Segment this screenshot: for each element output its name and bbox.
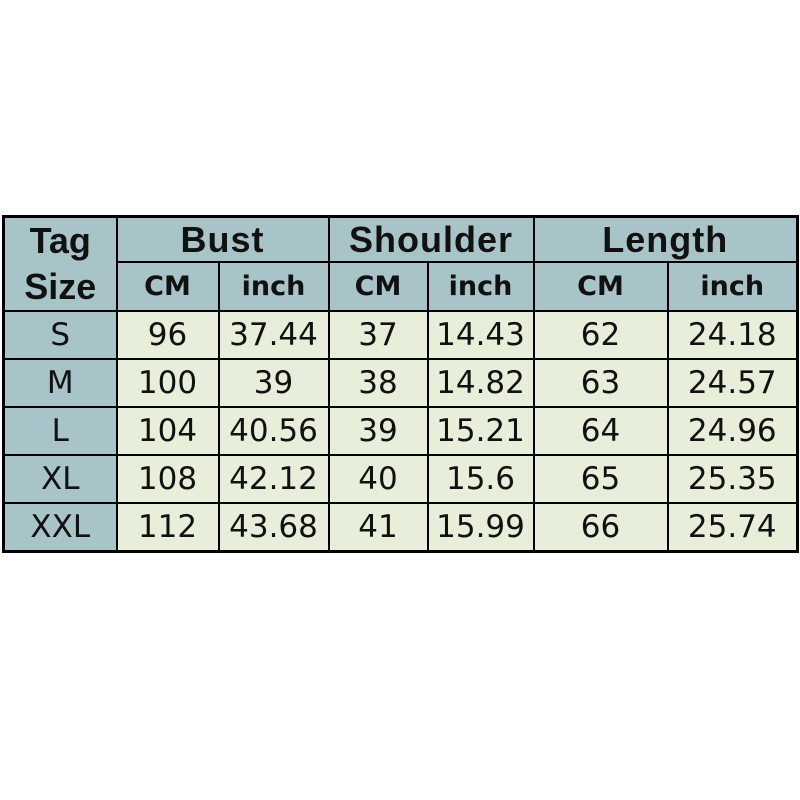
value-cell: 43.68 — [217, 502, 330, 553]
size-label: S — [2, 310, 118, 361]
value-cell: 14.43 — [426, 310, 535, 361]
table-row-m: M 100 39 38 14.82 63 24.57 — [2, 358, 799, 409]
value-cell: 64 — [532, 406, 669, 457]
value-cell: 96 — [115, 310, 220, 361]
header-units-row: CM inch CM inch CM inch — [4, 261, 799, 313]
value-cell: 108 — [115, 454, 220, 505]
size-label: XXL — [2, 502, 118, 553]
corner-header-line1: Tag — [29, 220, 91, 261]
value-cell: 14.82 — [426, 358, 535, 409]
unit-header-bust-cm: CM — [115, 261, 220, 313]
group-header-bust: Bust — [115, 215, 330, 264]
value-cell: 41 — [327, 502, 429, 553]
value-cell: 104 — [115, 406, 220, 457]
unit-header-length-inch: inch — [666, 261, 799, 313]
table-row-xxl: XXL 112 43.68 41 15.99 66 25.74 — [2, 502, 799, 553]
table-row-s: S 96 37.44 37 14.43 62 24.18 — [2, 310, 799, 361]
value-cell: 24.57 — [666, 358, 799, 409]
value-cell: 15.21 — [426, 406, 535, 457]
value-cell: 37.44 — [217, 310, 330, 361]
value-cell: 112 — [115, 502, 220, 553]
value-cell: 63 — [532, 358, 669, 409]
value-cell: 65 — [532, 454, 669, 505]
value-cell: 66 — [532, 502, 669, 553]
value-cell: 15.6 — [426, 454, 535, 505]
group-header-shoulder: Shoulder — [327, 215, 535, 264]
value-cell: 39 — [327, 406, 429, 457]
value-cell: 62 — [532, 310, 669, 361]
size-label: XL — [2, 454, 118, 505]
value-cell: 37 — [327, 310, 429, 361]
value-cell: 25.74 — [666, 502, 799, 553]
group-header-length: Length — [532, 215, 799, 264]
value-cell: 24.18 — [666, 310, 799, 361]
size-chart-table: Tag Size Bust Shoulder Length CM inch CM… — [2, 215, 800, 553]
value-cell: 24.96 — [666, 406, 799, 457]
unit-header-shoulder-cm: CM — [327, 261, 429, 313]
value-cell: 42.12 — [217, 454, 330, 505]
corner-header-line2: Size — [24, 266, 97, 308]
value-cell: 25.35 — [666, 454, 799, 505]
unit-header-length-cm: CM — [532, 261, 669, 313]
value-cell: 38 — [327, 358, 429, 409]
value-cell: 15.99 — [426, 502, 535, 553]
size-label: M — [2, 358, 118, 409]
value-cell: 39 — [217, 358, 330, 409]
header-group-row: Tag Size Bust Shoulder Length — [2, 215, 799, 313]
unit-header-shoulder-inch: inch — [426, 261, 535, 313]
value-cell: 40 — [327, 454, 429, 505]
table-row-xl: XL 108 42.12 40 15.6 65 25.35 — [2, 454, 799, 505]
corner-header-tag-size: Tag Size — [2, 215, 118, 313]
table-row-l: L 104 40.56 39 15.21 64 24.96 — [2, 406, 799, 457]
size-label: L — [2, 406, 118, 457]
value-cell: 100 — [115, 358, 220, 409]
value-cell: 40.56 — [217, 406, 330, 457]
unit-header-bust-inch: inch — [217, 261, 330, 313]
